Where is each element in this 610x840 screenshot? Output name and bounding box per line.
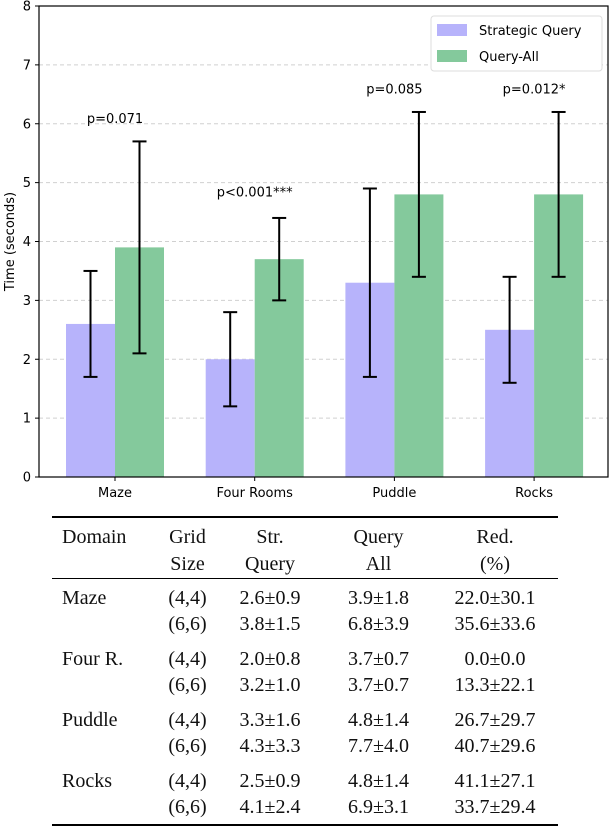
cell-reduction: 0.0±0.0 (464, 648, 526, 670)
legend-swatch (437, 50, 467, 62)
cell-grid: (4,4) (168, 648, 207, 670)
x-tick-label: Rocks (515, 486, 553, 501)
header-grid-2: Size (170, 553, 205, 575)
cell-query-all: 4.8±1.4 (348, 770, 409, 792)
cell-query-all: 3.7±0.7 (348, 674, 409, 696)
table-row: Maze (4,4) 2.6±0.9 3.9±1.8 22.0±30.1 (52, 579, 558, 612)
p-value-annotation: p=0.012* (503, 82, 566, 97)
cell-str-query: 2.6±0.9 (239, 587, 301, 609)
cell-grid: (4,4) (168, 587, 207, 609)
header-str-query-2: Query (245, 553, 295, 575)
y-tick-label: 5 (23, 176, 31, 191)
y-tick-label: 8 (23, 0, 31, 15)
y-tick-label: 3 (23, 294, 31, 309)
y-tick-label: 6 (23, 117, 31, 132)
legend-swatch (437, 24, 467, 36)
cell-grid: (4,4) (168, 709, 207, 731)
cell-reduction: 35.6±33.6 (454, 613, 536, 635)
p-value-annotation: p=0.085 (366, 82, 422, 97)
table-row: (6,6) 3.2±1.0 3.7±0.7 13.3±22.1 (52, 672, 558, 698)
cell-reduction: 26.7±29.7 (454, 709, 536, 731)
cell-domain: Maze (62, 587, 107, 609)
cell-str-query: 4.3±3.3 (239, 735, 301, 757)
legend (430, 15, 603, 72)
table-row: Puddle (4,4) 3.3±1.6 4.8±1.4 26.7±29.7 (52, 698, 558, 733)
header-reduction-2: (%) (480, 553, 510, 575)
y-axis-label: Time (seconds) (3, 192, 18, 292)
cell-domain (52, 733, 160, 759)
y-tick-label: 0 (23, 471, 31, 486)
p-value-annotation: p<0.001*** (217, 185, 293, 200)
cell-grid: (6,6) (168, 674, 207, 696)
cell-domain: Puddle (62, 709, 118, 731)
cell-reduction: 41.1±27.1 (454, 770, 536, 792)
table-row: (6,6) 4.1±2.4 6.9±3.1 33.7±29.4 (52, 794, 558, 826)
table-row: (6,6) 4.3±3.3 7.7±4.0 40.7±29.6 (52, 733, 558, 759)
header-reduction: Red. (476, 526, 514, 548)
cell-query-all: 6.8±3.9 (348, 613, 409, 635)
cell-str-query: 2.5±0.9 (239, 770, 301, 792)
p-value-annotation: p=0.071 (87, 112, 143, 127)
cell-grid: (4,4) (168, 770, 207, 792)
plot-frame (38, 5, 609, 478)
x-tick-label: Maze (98, 486, 132, 501)
cell-grid: (6,6) (168, 613, 207, 635)
cell-query-all: 4.8±1.4 (348, 709, 409, 731)
cell-domain (52, 672, 160, 698)
y-tick-label: 2 (23, 353, 31, 368)
cell-domain: Four R. (62, 648, 124, 670)
results-table: Domain Grid Str. Query Red. Size Query A… (52, 516, 558, 826)
cell-reduction: 33.7±29.4 (432, 794, 558, 826)
legend-label: Strategic Query (479, 24, 582, 39)
cell-reduction: 22.0±30.1 (454, 587, 536, 609)
y-tick-label: 1 (23, 412, 31, 427)
y-tick-label: 4 (23, 235, 31, 250)
cell-str-query: 3.8±1.5 (239, 613, 301, 635)
header-domain: Domain (62, 526, 127, 548)
cell-domain: Rocks (62, 770, 112, 792)
cell-query-all: 3.9±1.8 (348, 587, 409, 609)
cell-query-all: 7.7±4.0 (348, 735, 409, 757)
cell-reduction: 40.7±29.6 (454, 735, 536, 757)
cell-str-query: 3.2±1.0 (239, 674, 301, 696)
header-domain-2 (52, 551, 160, 579)
cell-domain (52, 611, 160, 637)
cell-grid: (6,6) (168, 735, 207, 757)
header-query-all-2: All (365, 553, 392, 575)
cell-str-query: 4.1±2.4 (215, 794, 325, 826)
bar-chart: 0 1 2 3 4 5 6 7 8 p=0.071 p<0.001*** p=0.085 p=0.012… (3, 0, 609, 501)
cell-reduction: 13.3±22.1 (454, 674, 536, 696)
cell-grid: (6,6) (160, 794, 215, 826)
cell-query-all: 3.7±0.7 (348, 648, 409, 670)
x-tick-label: Puddle (372, 486, 416, 501)
table-row: Rocks (4,4) 2.5±0.9 4.8±1.4 41.1±27.1 (52, 759, 558, 794)
x-tick-label: Four Rooms (216, 486, 293, 501)
y-tick-label: 7 (23, 58, 31, 73)
table-row: (6,6) 3.8±1.5 6.8±3.9 35.6±33.6 (52, 611, 558, 637)
header-str-query: Str. (256, 526, 284, 548)
header-query-all: Query (353, 526, 404, 548)
cell-str-query: 2.0±0.8 (239, 648, 301, 670)
cell-domain (52, 794, 160, 826)
legend-label: Query-All (479, 50, 539, 65)
cell-query-all: 6.9±3.1 (325, 794, 432, 826)
table-row: Four R. (4,4) 2.0±0.8 3.7±0.7 0.0±0.0 (52, 637, 558, 672)
cell-str-query: 3.3±1.6 (239, 709, 301, 731)
header-grid: Grid (169, 526, 206, 548)
